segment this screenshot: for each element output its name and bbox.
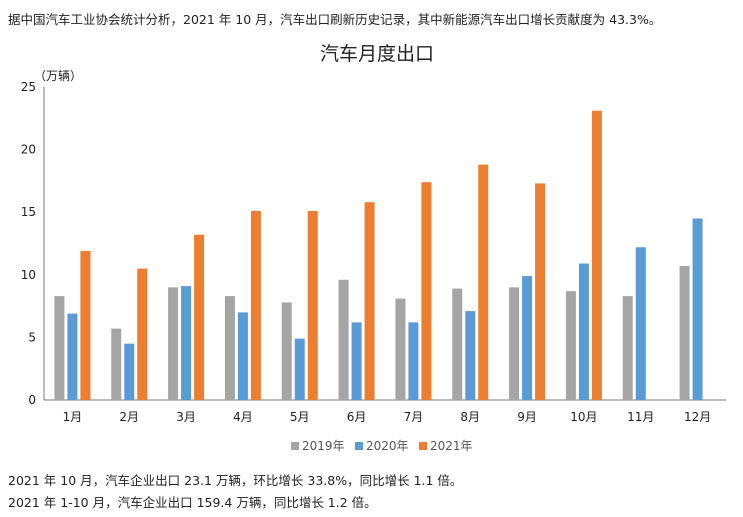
bar-2020年-4月 bbox=[237, 312, 248, 400]
bar-2020年-7月 bbox=[408, 322, 419, 400]
x-tick-label: 5月 bbox=[290, 410, 310, 424]
bar-2020年-12月 bbox=[692, 218, 703, 400]
bar-2020年-9月 bbox=[522, 276, 533, 400]
bar-2019年-4月 bbox=[224, 296, 235, 400]
bar-2021年-8月 bbox=[478, 164, 489, 400]
intro-text: 据中国汽车工业协会统计分析，2021 年 10 月，汽车出口刷新历史记录，其中新… bbox=[8, 12, 662, 27]
y-axis-labels: 0 5 10 15 20 25 bbox=[21, 80, 36, 407]
export-note-year-to-date: 2021 年 1-10 月，汽车企业出口 159.4 万辆，同比增长 1.2 倍… bbox=[8, 495, 377, 510]
bar-2020年-3月 bbox=[181, 286, 192, 400]
x-tick-label: 2月 bbox=[119, 410, 139, 424]
bar-2020年-8月 bbox=[465, 311, 476, 400]
bar-2019年-10月 bbox=[565, 291, 576, 400]
y-axis-unit-label: （万辆） bbox=[34, 69, 82, 83]
bar-2021年-6月 bbox=[364, 202, 375, 400]
x-tick-label: 9月 bbox=[517, 410, 537, 424]
legend-label-2020年: 2020年 bbox=[366, 439, 409, 453]
monthly-export-chart: 汽车月度出口 （万辆） 1月 2月 3月 4月 5月 6月 7月 8月 9月 10月 11月 12月 … bbox=[21, 43, 726, 453]
y-tick-label: 5 bbox=[28, 330, 36, 344]
bar-2021年-4月 bbox=[250, 210, 261, 400]
bar-2019年-12月 bbox=[679, 266, 690, 400]
chart-title: 汽车月度出口 bbox=[320, 43, 434, 65]
y-tick-label: 15 bbox=[21, 205, 36, 219]
legend-label-2019年: 2019年 bbox=[302, 439, 345, 453]
x-axis-labels: 1月 2月 3月 4月 5月 6月 7月 8月 9月 10月 11月 12月 bbox=[63, 410, 712, 424]
export-note-october: 2021 年 10 月，汽车企业出口 23.1 万辆，环比增长 33.8%，同比… bbox=[8, 473, 463, 488]
bar-2021年-5月 bbox=[307, 210, 318, 400]
x-tick-label: 7月 bbox=[404, 410, 424, 424]
bar-2020年-6月 bbox=[351, 322, 362, 400]
bar-2019年-2月 bbox=[111, 328, 122, 400]
x-tick-label: 8月 bbox=[460, 410, 480, 424]
legend-label-2021年: 2021年 bbox=[430, 439, 473, 453]
bar-2019年-1月 bbox=[54, 296, 65, 400]
chart-legend: 2019年 2020年 2021年 bbox=[291, 439, 473, 453]
bar-2019年-3月 bbox=[168, 287, 179, 400]
y-tick-label: 25 bbox=[21, 80, 36, 94]
legend-swatch-2020年 bbox=[355, 442, 363, 450]
bar-2020年-1月 bbox=[67, 313, 78, 400]
x-tick-label: 1月 bbox=[63, 410, 83, 424]
chart-axes bbox=[43, 87, 726, 401]
x-tick-label: 4月 bbox=[233, 410, 253, 424]
y-tick-label: 20 bbox=[21, 143, 36, 157]
bar-2021年-10月 bbox=[591, 110, 602, 401]
bar-2020年-5月 bbox=[294, 338, 305, 400]
bar-2021年-9月 bbox=[535, 183, 546, 400]
y-tick-label: 10 bbox=[21, 268, 36, 282]
x-tick-label: 11月 bbox=[627, 410, 654, 424]
bar-2020年-10月 bbox=[578, 263, 589, 400]
bar-2020年-11月 bbox=[635, 247, 646, 400]
x-tick-label: 10月 bbox=[570, 410, 597, 424]
x-tick-label: 12月 bbox=[684, 410, 711, 424]
bar-2019年-7月 bbox=[395, 298, 406, 400]
bar-2021年-7月 bbox=[421, 182, 432, 400]
y-tick-label: 0 bbox=[28, 393, 36, 407]
bar-2020年-2月 bbox=[124, 343, 135, 400]
legend-swatch-2021年 bbox=[419, 442, 427, 450]
bar-2019年-6月 bbox=[338, 279, 349, 400]
bar-2019年-5月 bbox=[281, 302, 292, 400]
bar-2019年-9月 bbox=[509, 287, 520, 400]
bar-2019年-11月 bbox=[622, 296, 633, 400]
bar-2021年-1月 bbox=[80, 251, 91, 400]
chart-bars bbox=[54, 110, 703, 401]
bar-2021年-3月 bbox=[194, 234, 205, 400]
x-tick-label: 3月 bbox=[176, 410, 196, 424]
bar-2019年-8月 bbox=[452, 288, 463, 400]
bar-2021年-2月 bbox=[137, 268, 148, 400]
legend-swatch-2019年 bbox=[291, 442, 299, 450]
x-tick-label: 6月 bbox=[347, 410, 367, 424]
